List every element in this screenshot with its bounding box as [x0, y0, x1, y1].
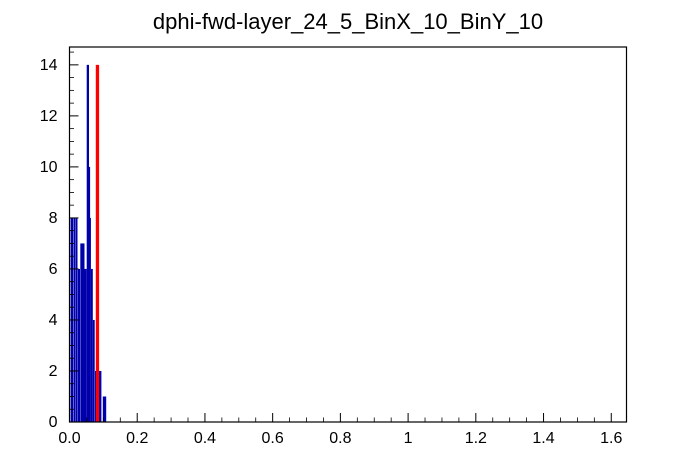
svg-text:1.4: 1.4	[532, 430, 554, 447]
svg-text:8: 8	[49, 210, 58, 227]
svg-text:0.0: 0.0	[58, 430, 80, 447]
svg-text:1.2: 1.2	[465, 430, 487, 447]
svg-text:0.4: 0.4	[194, 430, 216, 447]
svg-text:6: 6	[49, 261, 58, 278]
svg-text:1.6: 1.6	[600, 430, 622, 447]
svg-text:2: 2	[49, 363, 58, 380]
svg-text:0: 0	[49, 414, 58, 431]
svg-text:1: 1	[404, 430, 413, 447]
svg-text:12: 12	[40, 108, 58, 125]
svg-text:0.8: 0.8	[329, 430, 351, 447]
svg-text:0.6: 0.6	[262, 430, 284, 447]
svg-text:4: 4	[49, 312, 58, 329]
svg-text:0.2: 0.2	[126, 430, 148, 447]
svg-text:10: 10	[40, 159, 58, 176]
svg-text:14: 14	[40, 57, 58, 74]
